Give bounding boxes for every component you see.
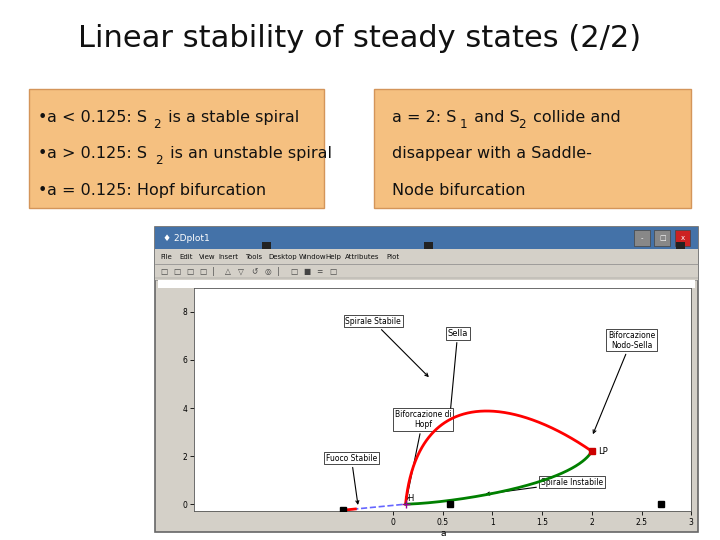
FancyBboxPatch shape <box>676 242 685 249</box>
Text: •: • <box>37 183 47 198</box>
Text: and S: and S <box>469 110 520 125</box>
FancyBboxPatch shape <box>634 230 650 246</box>
Text: a = 0.125: Hopf bifurcation: a = 0.125: Hopf bifurcation <box>47 183 266 198</box>
Text: Sella: Sella <box>448 329 468 414</box>
Text: Node bifurcation: Node bifurcation <box>392 183 526 198</box>
Text: □: □ <box>290 267 297 276</box>
Text: a > 0.125: S: a > 0.125: S <box>47 146 147 161</box>
Text: =: = <box>316 267 323 276</box>
FancyBboxPatch shape <box>29 89 324 208</box>
Text: Desktop: Desktop <box>269 253 297 260</box>
Text: Fuoco Stabile: Fuoco Stabile <box>325 454 377 504</box>
FancyBboxPatch shape <box>155 227 698 532</box>
Text: Tools: Tools <box>246 253 262 260</box>
FancyBboxPatch shape <box>155 227 698 249</box>
Text: H: H <box>407 494 413 503</box>
FancyBboxPatch shape <box>155 249 698 264</box>
Text: 2: 2 <box>153 118 161 131</box>
Text: •: • <box>37 110 47 125</box>
FancyBboxPatch shape <box>424 242 433 249</box>
Text: 2: 2 <box>155 154 163 167</box>
Text: Insert: Insert <box>218 253 238 260</box>
FancyBboxPatch shape <box>675 230 690 246</box>
Text: collide and: collide and <box>528 110 621 125</box>
Text: is an unstable spiral: is an unstable spiral <box>165 146 332 161</box>
Text: |: | <box>212 267 215 276</box>
Text: ■: ■ <box>303 267 310 276</box>
Text: View: View <box>199 253 216 260</box>
Text: x: x <box>680 235 685 241</box>
Text: LP: LP <box>598 447 608 456</box>
Text: Biforcazione
Nodo-Sella: Biforcazione Nodo-Sella <box>593 330 655 433</box>
Text: □: □ <box>161 267 168 276</box>
Text: is a stable spiral: is a stable spiral <box>163 110 300 125</box>
Text: □: □ <box>659 235 666 241</box>
Text: Attributes: Attributes <box>345 253 379 260</box>
Text: Help: Help <box>325 253 341 260</box>
Text: File: File <box>161 253 172 260</box>
Text: a < 0.125: S: a < 0.125: S <box>47 110 147 125</box>
Text: a = 2: S: a = 2: S <box>392 110 456 125</box>
Text: ◎: ◎ <box>264 267 271 276</box>
Text: □: □ <box>199 267 207 276</box>
Text: Edit: Edit <box>180 253 194 260</box>
Text: Plot: Plot <box>387 253 400 260</box>
Text: △: △ <box>225 267 231 276</box>
Text: □: □ <box>174 267 181 276</box>
Text: Spirale Instabile: Spirale Instabile <box>487 478 603 495</box>
Text: ▽: ▽ <box>238 267 244 276</box>
Text: 1: 1 <box>460 118 468 131</box>
Text: ↺: ↺ <box>251 267 258 276</box>
Text: |: | <box>277 267 280 276</box>
FancyBboxPatch shape <box>158 280 695 288</box>
Text: □: □ <box>186 267 194 276</box>
Text: 2: 2 <box>518 118 526 131</box>
Text: □: □ <box>329 267 336 276</box>
FancyBboxPatch shape <box>155 264 698 280</box>
Text: disappear with a Saddle-: disappear with a Saddle- <box>392 146 593 161</box>
Text: -: - <box>641 235 644 241</box>
Text: •: • <box>37 146 47 161</box>
FancyBboxPatch shape <box>262 242 271 249</box>
FancyBboxPatch shape <box>654 230 670 246</box>
Text: Window: Window <box>299 253 326 260</box>
Text: Biforcazione di
Hopf: Biforcazione di Hopf <box>395 410 451 500</box>
Text: Spirale Stabile: Spirale Stabile <box>346 317 428 376</box>
Text: Linear stability of steady states (2/2): Linear stability of steady states (2/2) <box>78 24 642 53</box>
X-axis label: a: a <box>440 529 446 538</box>
FancyBboxPatch shape <box>374 89 691 208</box>
FancyBboxPatch shape <box>676 342 685 349</box>
Text: ♦ 2Dplot1: ♦ 2Dplot1 <box>163 234 210 242</box>
